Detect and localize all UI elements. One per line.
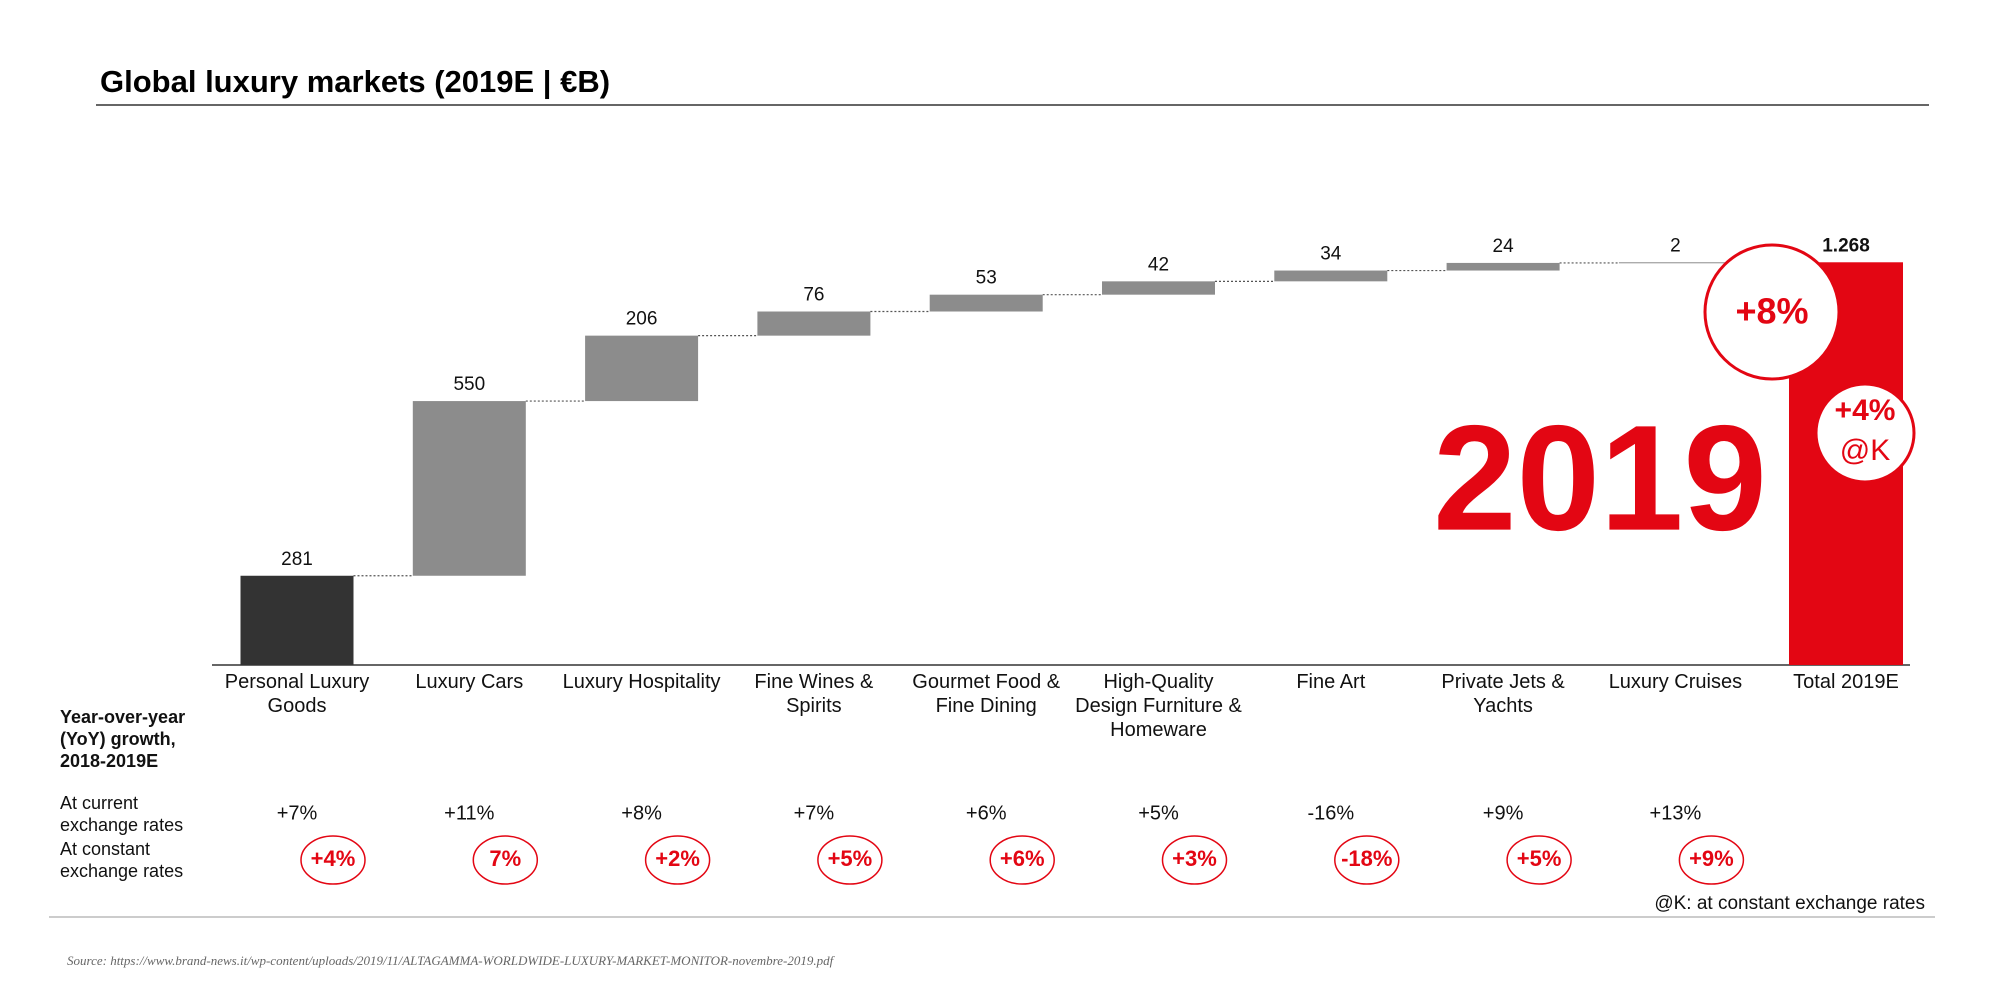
bar	[1102, 281, 1215, 295]
footnote: @K: at constant exchange rates	[1654, 893, 1925, 914]
growth-circle	[1161, 835, 1228, 885]
growth-value: +13%	[1650, 802, 1702, 824]
growth-row-name: At constant exchange rates	[60, 839, 184, 881]
category-label: Luxury Hospitality	[562, 671, 721, 693]
value-label: 206	[626, 309, 658, 330]
category-label: Total 2019E	[1793, 671, 1899, 693]
growth-value: +9%	[1689, 846, 1734, 871]
bar	[1274, 270, 1388, 282]
total-growth-constant: +4%	[1835, 394, 1896, 427]
category-label: Luxury Cruises	[1608, 671, 1743, 693]
growth-value: +9%	[1483, 802, 1524, 824]
growth-circle	[1814, 382, 1916, 484]
category-label: Fine Wines & Spirits	[754, 671, 874, 717]
growth-value: +11%	[444, 802, 494, 824]
value-label: 34	[1320, 244, 1342, 265]
growth-circle	[1703, 243, 1841, 381]
bar	[929, 294, 1043, 312]
growth-value: 7%	[489, 846, 521, 871]
source: Source: https://www.brand-news.it/wp-con…	[67, 953, 836, 968]
bar	[1446, 262, 1560, 271]
growth-circle	[300, 835, 366, 885]
value-label: 76	[803, 285, 824, 306]
growth-circle	[1334, 835, 1400, 885]
bar	[1618, 262, 1732, 264]
value-label: 281	[281, 549, 313, 570]
growth-row-name: At current exchange rates	[60, 793, 184, 835]
growth-value: +3%	[1172, 846, 1217, 871]
value-label: 42	[1148, 254, 1169, 275]
value-label: 550	[453, 374, 485, 395]
growth-circle	[1678, 835, 1745, 885]
growth-value: +5%	[1138, 802, 1179, 824]
growth-circle	[472, 835, 539, 885]
year-annotation: 2019	[1433, 394, 1767, 562]
category-label: Personal Luxury Goods	[224, 671, 370, 717]
value-label: 24	[1493, 236, 1515, 257]
growth-value: +4%	[311, 846, 356, 871]
growth-title: Year-over-year (YoY) growth, 2018-2019E	[60, 707, 186, 771]
growth-value: +6%	[1000, 846, 1045, 871]
category-label: Private Jets & Yachts	[1441, 671, 1565, 717]
total-growth: +8%	[1735, 291, 1808, 332]
bar	[757, 311, 871, 336]
growth-circle	[989, 835, 1055, 885]
category-label: Luxury Cars	[415, 671, 524, 693]
growth-value: +7%	[794, 802, 835, 824]
growth-value: +6%	[966, 802, 1007, 824]
growth-value: +7%	[277, 802, 318, 824]
growth-value: -18%	[1341, 846, 1392, 871]
category-label: Fine Art	[1296, 671, 1366, 693]
growth-value: +5%	[1517, 846, 1562, 871]
bar	[585, 335, 699, 402]
growth-value: +8%	[621, 802, 662, 824]
category-label: Gourmet Food & Fine Dining	[912, 671, 1061, 717]
growth-value: +2%	[655, 846, 700, 871]
growth-value: +5%	[828, 846, 873, 871]
value-label: 53	[976, 268, 997, 289]
value-label: 2	[1670, 235, 1681, 256]
growth-circle	[1506, 835, 1572, 885]
bar	[240, 575, 354, 665]
bar	[412, 401, 526, 576]
growth-circle	[817, 835, 883, 885]
total-value-label: 1.268	[1822, 235, 1870, 256]
growth-value: -16%	[1307, 802, 1354, 824]
total-growth-note: @K	[1840, 434, 1890, 467]
chart-title: Global luxury markets (2019E | €B)	[100, 64, 610, 99]
growth-circle	[644, 835, 711, 885]
category-label: High-Quality Design Furniture & Homeware	[1075, 671, 1242, 741]
